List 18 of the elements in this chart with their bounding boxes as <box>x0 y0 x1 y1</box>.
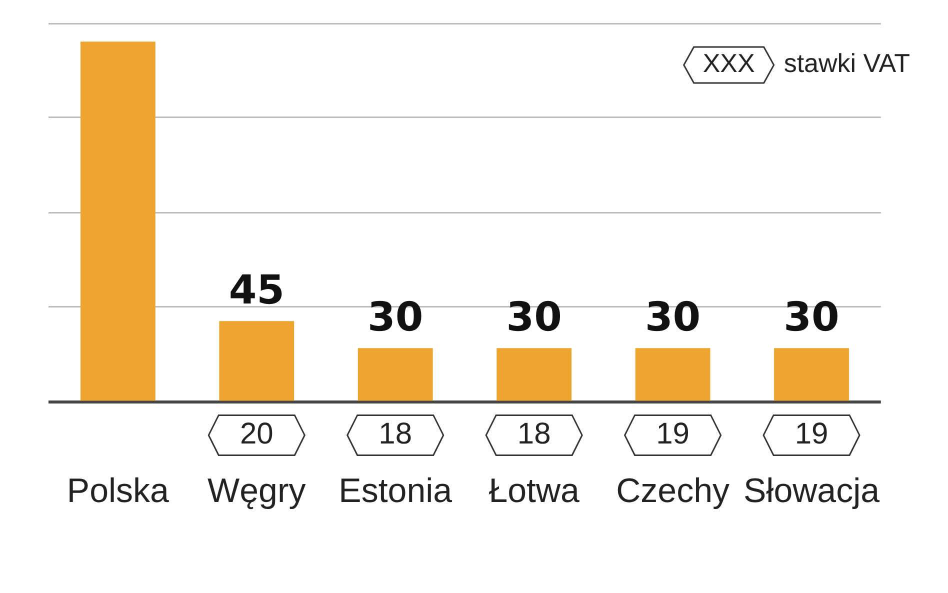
data-label: 30 <box>644 294 701 341</box>
x-tick-label: Czechy <box>616 472 730 510</box>
data-label: 30 <box>506 294 562 341</box>
x-tick-label: Estonia <box>338 472 452 510</box>
annotation: stawki VAT <box>784 48 910 78</box>
data-label: 30 <box>368 294 424 341</box>
x-tick-label: Polska <box>66 472 170 510</box>
data-label: 45 <box>228 267 284 314</box>
x-tick-label: Słowacja <box>743 472 880 510</box>
x-tick-label: Węgry <box>208 472 306 510</box>
text: 20 <box>240 417 274 450</box>
text: 18 <box>517 417 551 450</box>
data-label: 30 <box>784 294 840 341</box>
text: 19 <box>656 417 690 450</box>
x-tick-label: Łotwa <box>488 472 580 510</box>
text: 18 <box>378 417 412 450</box>
text: 19 <box>794 417 828 450</box>
annotation: XXX <box>702 48 755 78</box>
